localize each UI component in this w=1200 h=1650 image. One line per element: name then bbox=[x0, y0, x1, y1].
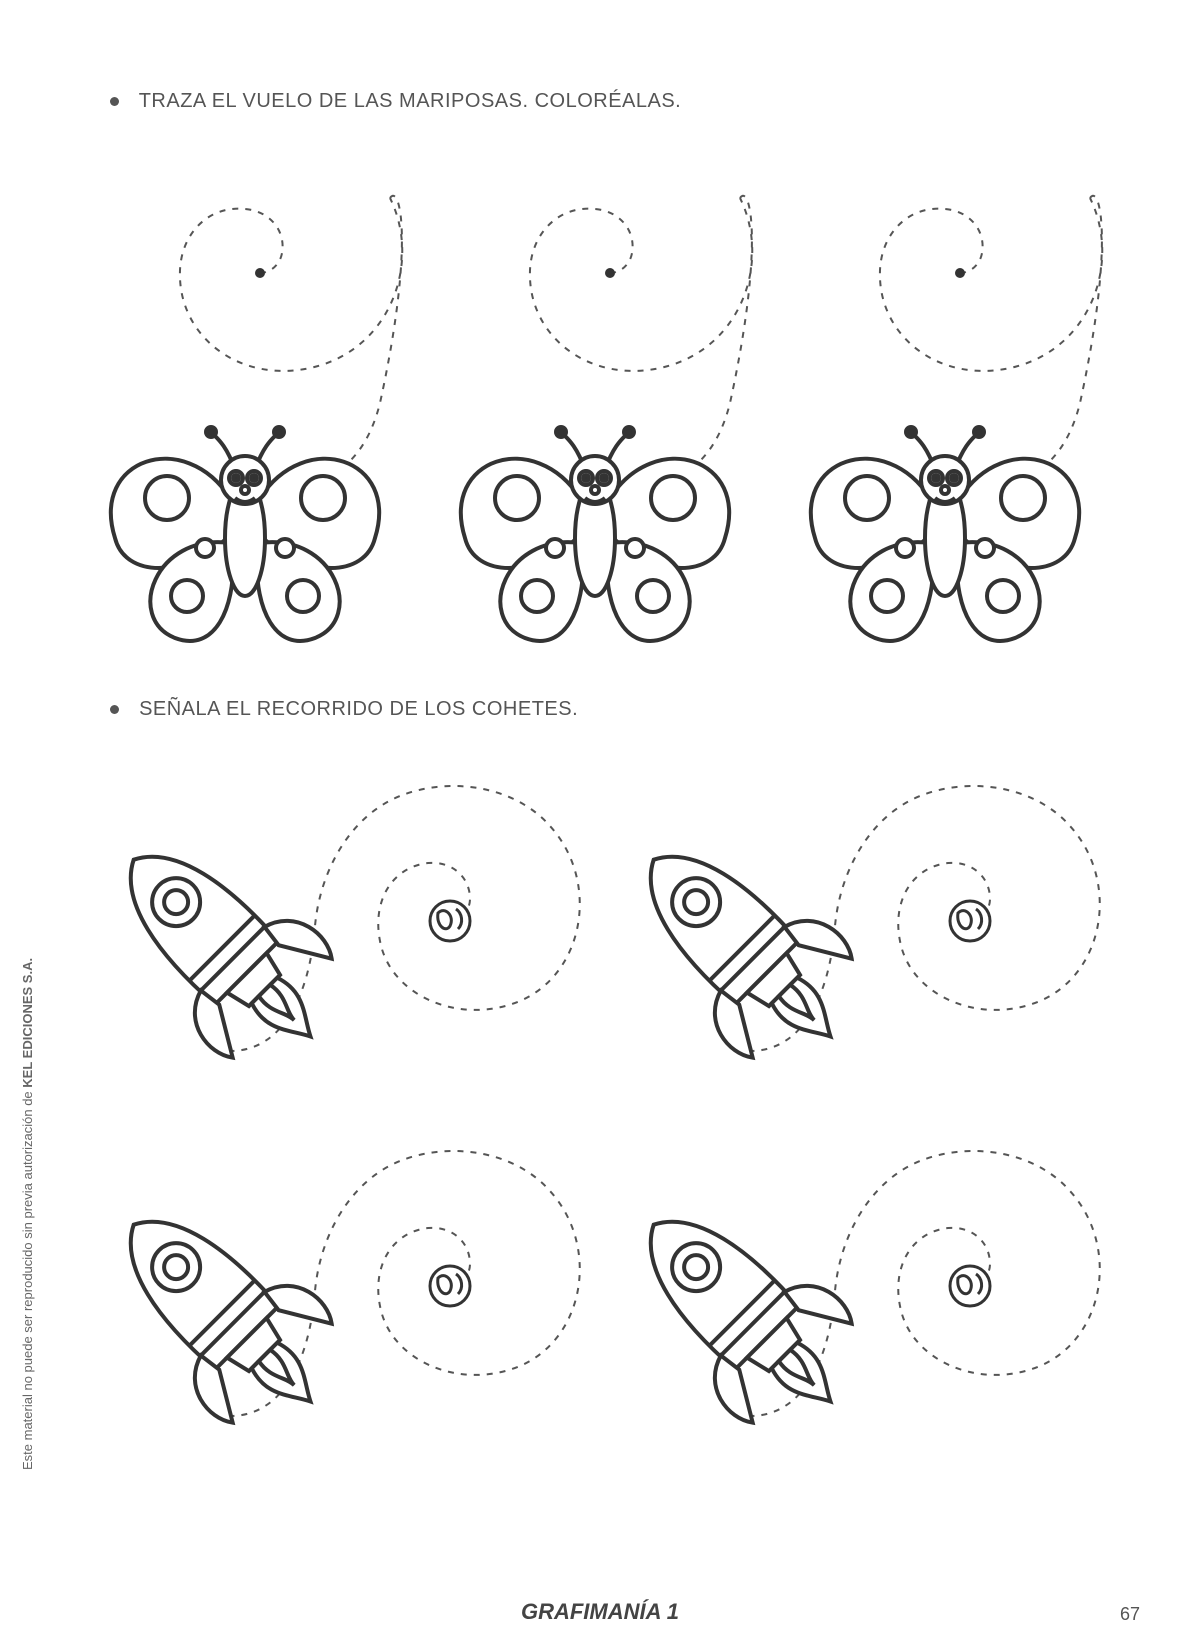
earth-icon bbox=[950, 1266, 990, 1306]
page-number: 67 bbox=[1120, 1604, 1140, 1625]
rocket-figure bbox=[620, 751, 1120, 1111]
earth-icon bbox=[430, 1266, 470, 1306]
butterfly-icon bbox=[811, 427, 1079, 641]
bullet-icon bbox=[110, 97, 119, 106]
butterfly-cell bbox=[800, 143, 1120, 658]
butterfly-icon bbox=[111, 427, 379, 641]
copyright-notice: Este material no puede ser reproducido s… bbox=[20, 958, 35, 1470]
rocket-icon bbox=[100, 1170, 366, 1457]
butterfly-cell bbox=[450, 143, 770, 658]
spiral-center-dot bbox=[255, 268, 265, 278]
copyright-owner: KEL EDICIONES S.A. bbox=[20, 958, 35, 1088]
instruction-text: SEÑALA EL RECORRIDO DE LOS COHETES. bbox=[139, 698, 578, 720]
earth-icon bbox=[430, 901, 470, 941]
instruction-text: TRAZA EL VUELO DE LAS MARIPOSAS. COLORÉA… bbox=[139, 90, 682, 112]
book-title: GRAFIMANÍA 1 bbox=[521, 1599, 679, 1625]
content-area: TRAZA EL VUELO DE LAS MARIPOSAS. COLORÉA… bbox=[90, 90, 1130, 1590]
bullet-icon bbox=[110, 705, 119, 714]
copyright-text: Este material no puede ser reproducido s… bbox=[20, 1088, 35, 1470]
rocket-icon bbox=[100, 805, 366, 1092]
worksheet-page: TRAZA EL VUELO DE LAS MARIPOSAS. COLORÉA… bbox=[0, 0, 1200, 1650]
instruction-rockets: SEÑALA EL RECORRIDO DE LOS COHETES. bbox=[110, 698, 1130, 721]
rocket-cell bbox=[620, 1116, 1120, 1481]
butterfly-icon bbox=[461, 427, 729, 641]
rocket-cell bbox=[100, 751, 600, 1116]
butterfly-figure bbox=[100, 143, 420, 653]
rocket-cell bbox=[100, 1116, 600, 1481]
instruction-butterflies: TRAZA EL VUELO DE LAS MARIPOSAS. COLORÉA… bbox=[110, 90, 1130, 113]
butterfly-row bbox=[90, 143, 1130, 658]
butterfly-cell bbox=[100, 143, 420, 658]
earth-icon bbox=[950, 901, 990, 941]
rocket-grid bbox=[90, 751, 1130, 1481]
butterfly-figure bbox=[800, 143, 1120, 653]
rocket-cell bbox=[620, 751, 1120, 1116]
rocket-icon bbox=[620, 1170, 886, 1457]
rocket-figure bbox=[620, 1116, 1120, 1476]
butterfly-figure bbox=[450, 143, 770, 653]
rocket-figure bbox=[100, 1116, 600, 1476]
rocket-figure bbox=[100, 751, 600, 1111]
rocket-icon bbox=[620, 805, 886, 1092]
